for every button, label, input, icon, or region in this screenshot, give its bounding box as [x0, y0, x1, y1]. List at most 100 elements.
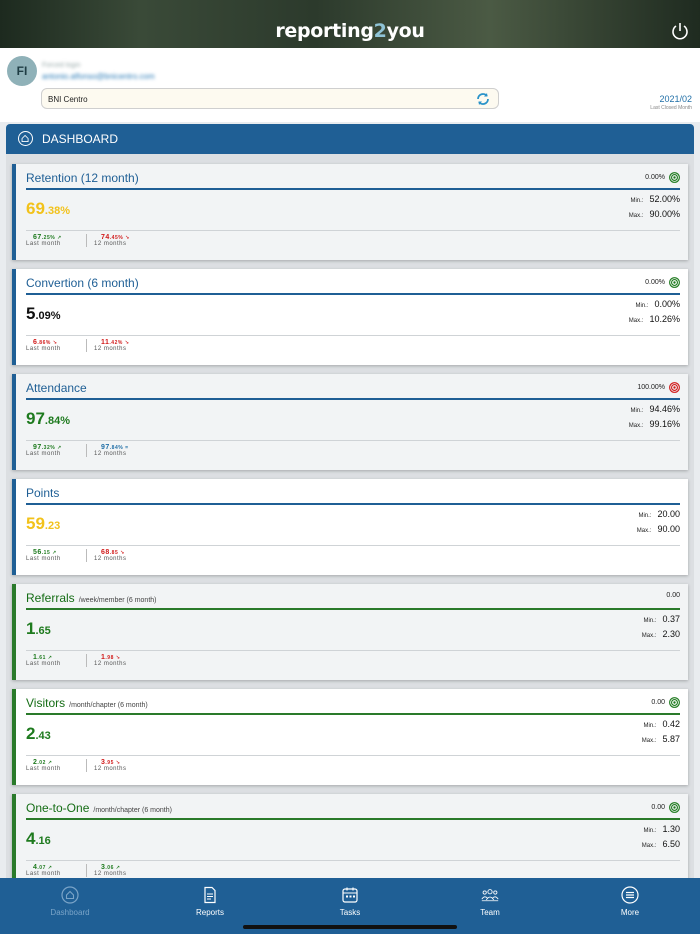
- metric-card-visitors[interactable]: Visitors/month/chapter (6 month) 0.00 2.…: [12, 689, 688, 785]
- home-indicator: [243, 925, 457, 929]
- card-title: Convertion (6 month): [26, 276, 139, 290]
- nav-reports[interactable]: Reports: [140, 878, 280, 934]
- card-target: 0.00: [666, 592, 680, 599]
- card-target: 0.00: [651, 802, 680, 813]
- card-footer: 4.07 ↗ Last month 3.06 ↗ 12 months: [26, 864, 146, 877]
- nav-more[interactable]: More: [560, 878, 700, 934]
- card-rule: [26, 503, 680, 505]
- metric-value: 1.65: [26, 619, 51, 638]
- dashboard-content[interactable]: Retention (12 month) 0.00% 69.38% Min.: 5…: [6, 154, 694, 878]
- metric-card-attendance[interactable]: Attendance 100.00% 97.84% Min.: 94.46% Ma…: [12, 374, 688, 470]
- team-icon: [481, 889, 499, 902]
- target-value: 100.00%: [637, 384, 665, 391]
- target-value: 0.00%: [645, 174, 665, 181]
- metric-card-retention[interactable]: Retention (12 month) 0.00% 69.38% Min.: 5…: [12, 164, 688, 260]
- nav-label: Tasks: [339, 908, 361, 917]
- card-rule: [26, 713, 680, 715]
- closed-month-value: 2021/02: [659, 94, 692, 104]
- avatar: FI: [7, 56, 37, 86]
- card-target: 0.00%: [645, 277, 680, 288]
- chapter-select[interactable]: BNI Centro: [41, 88, 499, 109]
- menu-icon: [621, 886, 639, 904]
- logo-text-you: you: [386, 20, 425, 42]
- card-footer: 2.02 ↗ Last month 3.95 ↘ 12 months: [26, 759, 146, 772]
- nav-label: Dashboard: [50, 908, 90, 917]
- card-divider: [26, 860, 680, 861]
- target-value: 0.00: [651, 804, 665, 811]
- nav-label: Team: [480, 908, 500, 917]
- metric-value: 5.09%: [26, 304, 61, 323]
- bottom-nav: Dashboard Reports Tasks Team More: [0, 878, 700, 934]
- metric-value: 69.38%: [26, 199, 70, 218]
- target-value: 0.00: [651, 699, 665, 706]
- target-value: 0.00%: [645, 279, 665, 286]
- refresh-icon[interactable]: [475, 91, 491, 107]
- metric-value: 59.23: [26, 514, 61, 533]
- target-value: 0.00: [666, 592, 680, 599]
- min-max: Min.: 0.00% Max.: 10.26%: [628, 299, 680, 324]
- metric-value: 97.84%: [26, 409, 70, 428]
- card-divider: [26, 545, 680, 546]
- card-rule: [26, 398, 680, 400]
- min-max: Min.: 0.37 Max.: 2.30: [641, 614, 680, 639]
- card-title: Retention (12 month): [26, 171, 139, 185]
- metric-card-one-to-one[interactable]: One-to-One/month/chapter (6 month) 0.00 …: [12, 794, 688, 878]
- card-footer: 1.61 ↗ Last month 1.98 ↘ 12 months: [26, 654, 146, 667]
- card-rule: [26, 293, 680, 295]
- logo-text-reporting: reporting: [275, 20, 374, 42]
- card-rule: [26, 188, 680, 190]
- card-divider: [26, 755, 680, 756]
- card-rule: [26, 608, 680, 610]
- card-title: Visitors/month/chapter (6 month): [26, 696, 148, 710]
- card-target: 0.00: [651, 697, 680, 708]
- card-divider: [26, 230, 680, 231]
- nav-team[interactable]: Team: [420, 878, 560, 934]
- metric-card-points[interactable]: Points 59.23 Min.: 20.00 Max.: 90.00 56.15…: [12, 479, 688, 575]
- card-footer: 56.15 ↗ Last month 68.85 ↘ 12 months: [26, 549, 146, 562]
- home-icon: [61, 886, 79, 904]
- min-max: Min.: 52.00% Max.: 90.00%: [628, 194, 680, 219]
- min-max: Min.: 20.00 Max.: 90.00: [636, 509, 680, 534]
- nav-dashboard[interactable]: Dashboard: [0, 878, 140, 934]
- target-red-icon: [669, 382, 680, 393]
- power-icon[interactable]: [670, 21, 690, 41]
- card-divider: [26, 440, 680, 441]
- target-green-icon: [669, 697, 680, 708]
- nav-label: More: [620, 908, 640, 917]
- app-logo: reporting2you: [0, 20, 700, 42]
- card-target: 0.00%: [645, 172, 680, 183]
- metric-card-convertion[interactable]: Convertion (6 month) 0.00% 5.09% Min.: 0.…: [12, 269, 688, 365]
- card-title: One-to-One/month/chapter (6 month): [26, 801, 172, 815]
- closed-month: 2021/02 Last Closed Month: [650, 94, 692, 111]
- card-title: Points: [26, 486, 60, 500]
- min-max: Min.: 94.46% Max.: 99.16%: [628, 404, 680, 429]
- metric-value: 2.43: [26, 724, 51, 743]
- metric-card-referrals[interactable]: Referrals/week/member (6 month) 0.00 1.6…: [12, 584, 688, 680]
- card-divider: [26, 650, 680, 651]
- nav-label: Reports: [195, 908, 224, 917]
- card-footer: 67.25% ↗ Last month 74.45% ↘ 12 months: [26, 234, 146, 247]
- dashboard-title: DASHBOARD: [42, 132, 119, 146]
- target-green-icon: [669, 802, 680, 813]
- card-target: 100.00%: [637, 382, 680, 393]
- nav-tasks[interactable]: Tasks: [280, 878, 420, 934]
- calendar-icon: [342, 887, 358, 903]
- card-divider: [26, 335, 680, 336]
- closed-month-label: Last Closed Month: [650, 105, 692, 111]
- card-footer: 6.86% ↘ Last month 11.42% ↘ 12 months: [26, 339, 146, 352]
- document-icon: [204, 886, 216, 904]
- min-max: Min.: 0.42 Max.: 5.87: [641, 719, 680, 744]
- min-max: Min.: 1.30 Max.: 6.50: [641, 824, 680, 849]
- metric-value: 4.16: [26, 829, 51, 848]
- logo-text-2: 2: [373, 20, 387, 42]
- card-footer: 97.32% ↗ Last month 97.84% = 12 months: [26, 444, 146, 457]
- card-title: Referrals/week/member (6 month): [26, 591, 157, 605]
- dashboard-header: DASHBOARD: [6, 124, 694, 154]
- user-email: antonio.alfonso@bnicentro.com: [42, 72, 155, 81]
- user-bar: FI Forced login antonio.alfonso@bnicentr…: [0, 48, 700, 122]
- app-header: reporting2you: [0, 0, 700, 48]
- user-name: Forced login: [42, 62, 81, 69]
- target-green-icon: [669, 277, 680, 288]
- home-icon: [18, 131, 33, 146]
- card-rule: [26, 818, 680, 820]
